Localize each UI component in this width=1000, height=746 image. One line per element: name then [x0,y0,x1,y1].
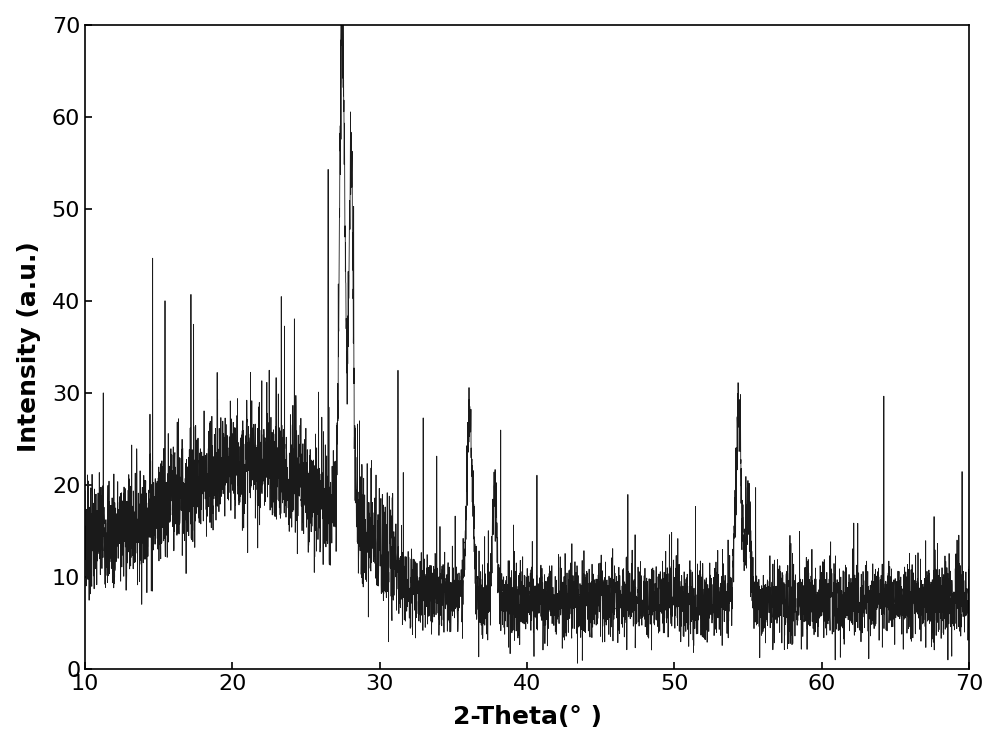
X-axis label: 2-Theta(° ): 2-Theta(° ) [453,705,602,730]
Y-axis label: Intensity (a.u.): Intensity (a.u.) [17,242,41,452]
